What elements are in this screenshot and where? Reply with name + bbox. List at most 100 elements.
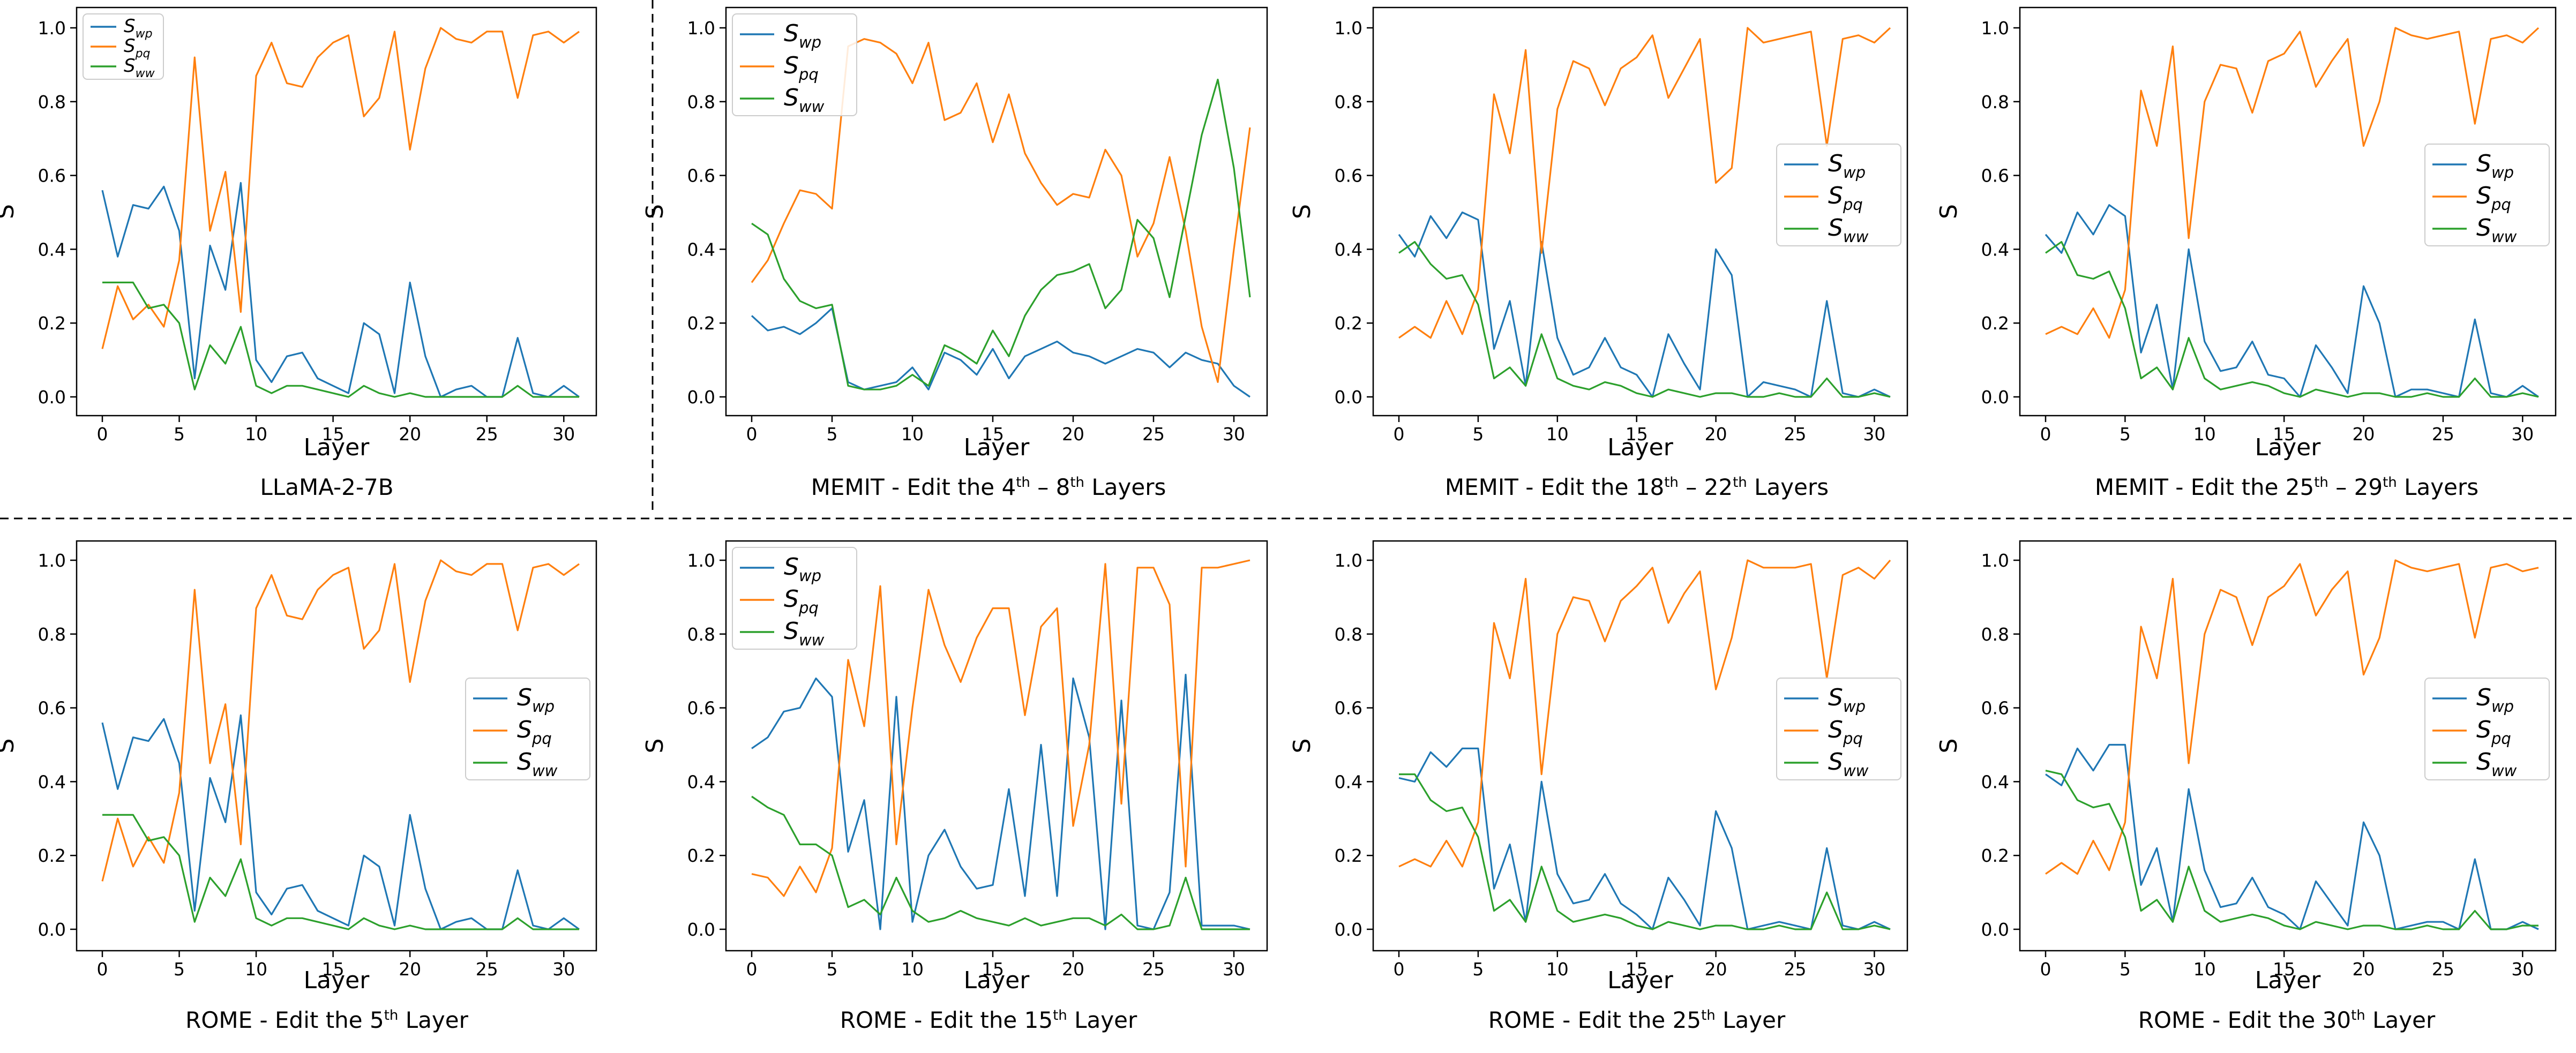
legend-box: [1776, 678, 1901, 780]
legend-label-s-ww: Sww: [784, 618, 825, 649]
panel-caption: ROME - Edit the 30th Layer: [2138, 1007, 2436, 1033]
series-line-s-pq: [2045, 27, 2540, 339]
y-tick-label: 0.2: [1981, 313, 2009, 334]
y-tick-label: 1.0: [1335, 18, 1362, 39]
legend-label-s-pq: Spq: [517, 716, 552, 748]
legend-label-s-pq: Spq: [784, 585, 819, 617]
legend-box: [465, 678, 590, 780]
y-tick-label: 1.0: [687, 550, 715, 571]
y-tick-label: 0.0: [687, 919, 715, 940]
legend-label-s-wp: Swp: [2476, 684, 2514, 716]
y-tick-label: 0.8: [38, 92, 66, 112]
legend-label-s-pq: Spq: [1828, 182, 1863, 214]
x-tick-label: 10: [2193, 424, 2216, 445]
x-axis-label: Layer: [2255, 967, 2322, 994]
legend-label-s-wp: Swp: [784, 20, 821, 51]
x-tick-label: 5: [174, 424, 185, 445]
y-tick-label: 0.0: [687, 387, 715, 408]
x-tick-label: 20: [1705, 424, 1727, 445]
x-tick-label: 0: [746, 959, 758, 980]
series-line-s-pq: [751, 559, 1250, 897]
legend-label-s-pq: Spq: [2476, 716, 2511, 748]
series-line-s-pq: [101, 27, 580, 349]
x-tick-label: 0: [97, 424, 108, 445]
y-tick-label: 0.4: [1335, 239, 1362, 260]
panel-caption: ROME - Edit the 25th Layer: [1488, 1007, 1786, 1033]
x-axis-label: Layer: [1607, 967, 1674, 994]
x-tick-label: 25: [476, 959, 498, 980]
y-tick-label: 0.8: [1335, 92, 1362, 112]
x-tick-label: 15: [2273, 959, 2295, 980]
y-tick-label: 0.6: [687, 698, 715, 719]
x-tick-label: 25: [2432, 424, 2454, 445]
legend-label-s-ww: Sww: [784, 84, 825, 116]
y-tick-label: 0.0: [38, 919, 66, 940]
series-line-s-pq: [2045, 559, 2539, 875]
series-line-s-pq: [1398, 27, 1891, 339]
y-tick-label: 0.2: [38, 313, 66, 334]
x-tick-label: 25: [476, 424, 498, 445]
panel-caption: MEMIT - Edit the 25th – 29th Layers: [2094, 474, 2479, 500]
x-axis-label: Layer: [304, 967, 370, 994]
y-tick-label: 0.6: [1981, 698, 2009, 719]
series-line-s-pq: [101, 559, 580, 882]
x-tick-label: 10: [1546, 424, 1569, 445]
chart-panel-3: 0 5 10 15 20 25 300.00.20.40.60.81.0LayerSSwpS…: [1289, 6, 1908, 461]
y-tick-label: 0.6: [1981, 166, 2009, 186]
y-tick-label: 0.6: [1335, 166, 1362, 186]
y-tick-label: 0.2: [687, 845, 715, 866]
series-line-s-ww: [2045, 241, 2539, 398]
legend-box: [1776, 144, 1901, 246]
legend-label-s-ww: Sww: [1828, 214, 1869, 246]
legend-label-s-wp: Swp: [1828, 684, 1866, 716]
legend-label-s-wp: Swp: [1828, 150, 1866, 182]
y-tick-label: 0.4: [687, 771, 715, 792]
legend-box: [732, 13, 857, 116]
legend-label-s-ww: Sww: [2476, 214, 2517, 246]
y-axis-label: S: [0, 739, 19, 754]
x-tick-label: 25: [2432, 959, 2454, 980]
legend-label-s-pq: Spq: [124, 35, 151, 61]
x-tick-label: 10: [2193, 959, 2216, 980]
chart-panel-1: 0510152025300.00.20.40.60.81.0LayerSSwpS…: [0, 6, 597, 461]
y-tick-label: 0.2: [1335, 845, 1362, 866]
legend-box: [2424, 144, 2550, 246]
x-tick-label: 30: [2511, 959, 2534, 980]
x-tick-label: 5: [2120, 424, 2131, 445]
y-axis-label: S: [1289, 204, 1316, 219]
x-tick-label: 25: [1142, 424, 1165, 445]
axes-frame: [725, 540, 1268, 952]
y-tick-label: 0.0: [38, 387, 66, 408]
x-tick-label: 15: [982, 959, 1004, 980]
y-tick-label: 1.0: [1335, 550, 1362, 571]
x-tick-label: 0: [1394, 424, 1405, 445]
x-tick-label: 10: [1546, 959, 1569, 980]
panel-caption: LLaMA-2-7B: [260, 474, 394, 500]
x-tick-label: 0: [2040, 424, 2051, 445]
y-tick-label: 0.0: [1335, 387, 1362, 408]
legend-label-s-wp: Swp: [517, 684, 555, 716]
legend-box: [2424, 678, 2550, 780]
y-axis-label: S: [1935, 204, 1963, 219]
x-tick-label: 25: [1784, 959, 1807, 980]
y-tick-label: 0.8: [38, 624, 66, 645]
series-line-s-ww: [751, 78, 1251, 390]
x-tick-label: 15: [1626, 424, 1648, 445]
y-tick-label: 0.6: [38, 166, 66, 186]
x-tick-label: 5: [827, 424, 838, 445]
x-tick-label: 0: [97, 959, 108, 980]
legend-label-s-pq: Spq: [784, 52, 819, 84]
chart-panel-7: 0 5 10 15 20 25 300.00.20.40.60.81.0LayerSSwpS…: [1289, 540, 1908, 994]
x-tick-label: 5: [1472, 959, 1484, 980]
y-tick-label: 0.8: [1335, 624, 1362, 645]
y-tick-label: 0.8: [687, 92, 715, 112]
series-line-s-wp: [2045, 743, 2539, 930]
x-axis-label: Layer: [304, 434, 370, 461]
series-line-s-wp: [1398, 211, 1891, 398]
